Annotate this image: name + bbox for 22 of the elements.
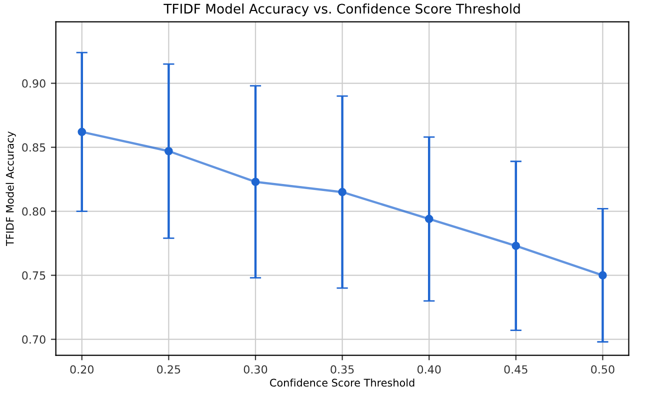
x-tick-label: 0.30 bbox=[244, 365, 268, 374]
point bbox=[251, 178, 260, 186]
y-axis-title: TFIDF Model Accuracy bbox=[6, 131, 16, 246]
y-tick-label: 0.85 bbox=[22, 143, 46, 152]
x-tick-label: 0.50 bbox=[591, 365, 614, 374]
point bbox=[598, 271, 607, 280]
point bbox=[338, 188, 346, 196]
chart-title: TFIDF Model Accuracy vs. Confidence Score Threshold bbox=[164, 3, 520, 16]
point bbox=[512, 242, 520, 250]
point bbox=[424, 214, 434, 224]
point bbox=[164, 146, 173, 156]
y-tick-label: 0.75 bbox=[22, 271, 46, 280]
x-tick-label: 0.40 bbox=[417, 365, 441, 374]
y-tick-label: 0.90 bbox=[22, 79, 46, 88]
x-axis-title: Confidence Score Threshold bbox=[270, 378, 414, 387]
x-tick-label: 0.20 bbox=[70, 365, 94, 374]
point bbox=[78, 128, 86, 136]
x-tick-label: 0.35 bbox=[330, 365, 354, 374]
y-tick-label: 0.80 bbox=[22, 207, 46, 216]
x-tick-label: 0.45 bbox=[504, 365, 528, 374]
y-tick-label: 0.70 bbox=[22, 335, 46, 344]
x-tick-label: 0.25 bbox=[157, 365, 180, 374]
